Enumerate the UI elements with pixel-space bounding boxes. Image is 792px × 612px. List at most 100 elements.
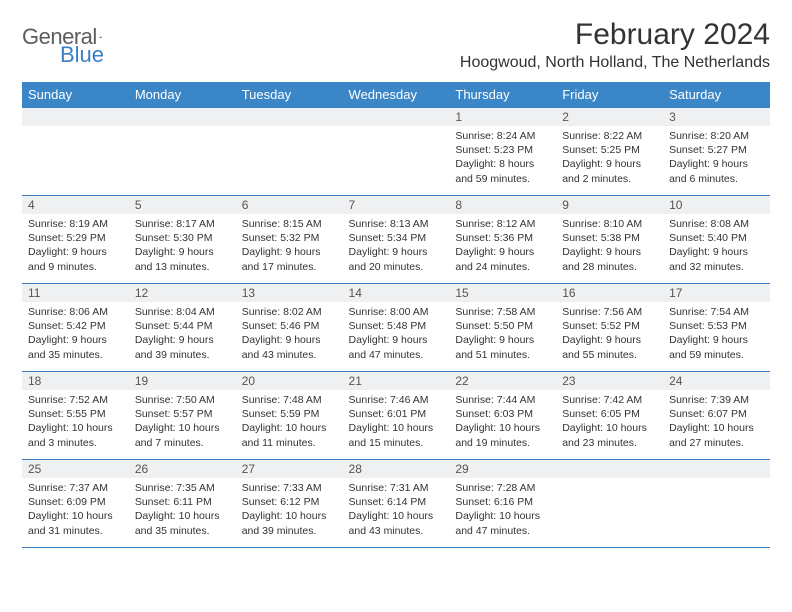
- day-number: 25: [22, 460, 129, 478]
- day-details: Sunrise: 8:08 AMSunset: 5:40 PMDaylight:…: [663, 214, 770, 279]
- calendar-cell: 2Sunrise: 8:22 AMSunset: 5:25 PMDaylight…: [556, 108, 663, 196]
- calendar-cell: 1Sunrise: 8:24 AMSunset: 5:23 PMDaylight…: [449, 108, 556, 196]
- weekday-header: Friday: [556, 82, 663, 108]
- day-number: 8: [449, 196, 556, 214]
- calendar-cell: 22Sunrise: 7:44 AMSunset: 6:03 PMDayligh…: [449, 372, 556, 460]
- calendar-cell: 9Sunrise: 8:10 AMSunset: 5:38 PMDaylight…: [556, 196, 663, 284]
- calendar-week: 4Sunrise: 8:19 AMSunset: 5:29 PMDaylight…: [22, 196, 770, 284]
- calendar-cell: [129, 108, 236, 196]
- calendar-cell: 18Sunrise: 7:52 AMSunset: 5:55 PMDayligh…: [22, 372, 129, 460]
- day-number: 18: [22, 372, 129, 390]
- weekday-header: Monday: [129, 82, 236, 108]
- calendar-cell: 6Sunrise: 8:15 AMSunset: 5:32 PMDaylight…: [236, 196, 343, 284]
- calendar-week: 1Sunrise: 8:24 AMSunset: 5:23 PMDaylight…: [22, 108, 770, 196]
- day-details: Sunrise: 7:33 AMSunset: 6:12 PMDaylight:…: [236, 478, 343, 543]
- day-details: Sunrise: 7:48 AMSunset: 5:59 PMDaylight:…: [236, 390, 343, 455]
- calendar-cell: 12Sunrise: 8:04 AMSunset: 5:44 PMDayligh…: [129, 284, 236, 372]
- day-details: Sunrise: 8:15 AMSunset: 5:32 PMDaylight:…: [236, 214, 343, 279]
- calendar-week: 25Sunrise: 7:37 AMSunset: 6:09 PMDayligh…: [22, 460, 770, 548]
- month-title: February 2024: [460, 18, 770, 52]
- day-number: 3: [663, 108, 770, 126]
- calendar-cell: [556, 460, 663, 548]
- day-details: Sunrise: 8:17 AMSunset: 5:30 PMDaylight:…: [129, 214, 236, 279]
- day-number: 15: [449, 284, 556, 302]
- day-number: 11: [22, 284, 129, 302]
- day-details: Sunrise: 8:19 AMSunset: 5:29 PMDaylight:…: [22, 214, 129, 279]
- day-number: 16: [556, 284, 663, 302]
- calendar-cell: 13Sunrise: 8:02 AMSunset: 5:46 PMDayligh…: [236, 284, 343, 372]
- day-number-empty: [343, 108, 450, 126]
- day-details: Sunrise: 8:00 AMSunset: 5:48 PMDaylight:…: [343, 302, 450, 367]
- weekday-header: Wednesday: [343, 82, 450, 108]
- day-details: Sunrise: 7:46 AMSunset: 6:01 PMDaylight:…: [343, 390, 450, 455]
- calendar-cell: 3Sunrise: 8:20 AMSunset: 5:27 PMDaylight…: [663, 108, 770, 196]
- day-number: 20: [236, 372, 343, 390]
- calendar-cell: 7Sunrise: 8:13 AMSunset: 5:34 PMDaylight…: [343, 196, 450, 284]
- day-details: Sunrise: 7:54 AMSunset: 5:53 PMDaylight:…: [663, 302, 770, 367]
- calendar-cell: 19Sunrise: 7:50 AMSunset: 5:57 PMDayligh…: [129, 372, 236, 460]
- day-details: Sunrise: 7:42 AMSunset: 6:05 PMDaylight:…: [556, 390, 663, 455]
- day-number: 14: [343, 284, 450, 302]
- day-number-empty: [236, 108, 343, 126]
- calendar-cell: 15Sunrise: 7:58 AMSunset: 5:50 PMDayligh…: [449, 284, 556, 372]
- location: Hoogwoud, North Holland, The Netherlands: [460, 54, 770, 72]
- day-details: Sunrise: 7:52 AMSunset: 5:55 PMDaylight:…: [22, 390, 129, 455]
- calendar-cell: [22, 108, 129, 196]
- calendar-cell: 25Sunrise: 7:37 AMSunset: 6:09 PMDayligh…: [22, 460, 129, 548]
- day-number-empty: [129, 108, 236, 126]
- calendar-week: 18Sunrise: 7:52 AMSunset: 5:55 PMDayligh…: [22, 372, 770, 460]
- brand-part2: Blue: [60, 42, 120, 68]
- calendar-cell: 24Sunrise: 7:39 AMSunset: 6:07 PMDayligh…: [663, 372, 770, 460]
- calendar-cell: 28Sunrise: 7:31 AMSunset: 6:14 PMDayligh…: [343, 460, 450, 548]
- day-details: Sunrise: 8:02 AMSunset: 5:46 PMDaylight:…: [236, 302, 343, 367]
- weekday-header: Thursday: [449, 82, 556, 108]
- calendar-cell: 20Sunrise: 7:48 AMSunset: 5:59 PMDayligh…: [236, 372, 343, 460]
- day-number: 28: [343, 460, 450, 478]
- day-number: 12: [129, 284, 236, 302]
- calendar-cell: [663, 460, 770, 548]
- calendar-week: 11Sunrise: 8:06 AMSunset: 5:42 PMDayligh…: [22, 284, 770, 372]
- header: General February 2024 Hoogwoud, North Ho…: [22, 18, 770, 72]
- calendar-body: 1Sunrise: 8:24 AMSunset: 5:23 PMDaylight…: [22, 108, 770, 548]
- day-details: Sunrise: 7:28 AMSunset: 6:16 PMDaylight:…: [449, 478, 556, 543]
- calendar-cell: 23Sunrise: 7:42 AMSunset: 6:05 PMDayligh…: [556, 372, 663, 460]
- calendar-cell: 10Sunrise: 8:08 AMSunset: 5:40 PMDayligh…: [663, 196, 770, 284]
- day-details: Sunrise: 7:31 AMSunset: 6:14 PMDaylight:…: [343, 478, 450, 543]
- day-details: Sunrise: 8:06 AMSunset: 5:42 PMDaylight:…: [22, 302, 129, 367]
- calendar-cell: 17Sunrise: 7:54 AMSunset: 5:53 PMDayligh…: [663, 284, 770, 372]
- weekday-header: Saturday: [663, 82, 770, 108]
- day-number-empty: [22, 108, 129, 126]
- day-number: 27: [236, 460, 343, 478]
- day-details: Sunrise: 7:37 AMSunset: 6:09 PMDaylight:…: [22, 478, 129, 543]
- calendar-cell: 27Sunrise: 7:33 AMSunset: 6:12 PMDayligh…: [236, 460, 343, 548]
- day-number-empty: [556, 460, 663, 478]
- day-details: Sunrise: 7:39 AMSunset: 6:07 PMDaylight:…: [663, 390, 770, 455]
- calendar-cell: 21Sunrise: 7:46 AMSunset: 6:01 PMDayligh…: [343, 372, 450, 460]
- day-number: 26: [129, 460, 236, 478]
- calendar-cell: 4Sunrise: 8:19 AMSunset: 5:29 PMDaylight…: [22, 196, 129, 284]
- day-number: 17: [663, 284, 770, 302]
- day-details: Sunrise: 7:56 AMSunset: 5:52 PMDaylight:…: [556, 302, 663, 367]
- calendar-cell: 5Sunrise: 8:17 AMSunset: 5:30 PMDaylight…: [129, 196, 236, 284]
- day-details: Sunrise: 8:22 AMSunset: 5:25 PMDaylight:…: [556, 126, 663, 191]
- day-details: Sunrise: 8:24 AMSunset: 5:23 PMDaylight:…: [449, 126, 556, 191]
- day-number: 10: [663, 196, 770, 214]
- day-details: Sunrise: 7:44 AMSunset: 6:03 PMDaylight:…: [449, 390, 556, 455]
- day-number: 29: [449, 460, 556, 478]
- calendar-cell: [236, 108, 343, 196]
- day-number: 7: [343, 196, 450, 214]
- title-block: February 2024 Hoogwoud, North Holland, T…: [460, 18, 770, 72]
- weekday-header: Sunday: [22, 82, 129, 108]
- day-number: 21: [343, 372, 450, 390]
- weekday-header: Tuesday: [236, 82, 343, 108]
- day-number: 23: [556, 372, 663, 390]
- day-details: Sunrise: 7:35 AMSunset: 6:11 PMDaylight:…: [129, 478, 236, 543]
- day-details: Sunrise: 8:13 AMSunset: 5:34 PMDaylight:…: [343, 214, 450, 279]
- day-number: 4: [22, 196, 129, 214]
- day-number: 9: [556, 196, 663, 214]
- day-number-empty: [663, 460, 770, 478]
- day-number: 13: [236, 284, 343, 302]
- day-number: 6: [236, 196, 343, 214]
- calendar-table: SundayMondayTuesdayWednesdayThursdayFrid…: [22, 82, 770, 548]
- day-number: 2: [556, 108, 663, 126]
